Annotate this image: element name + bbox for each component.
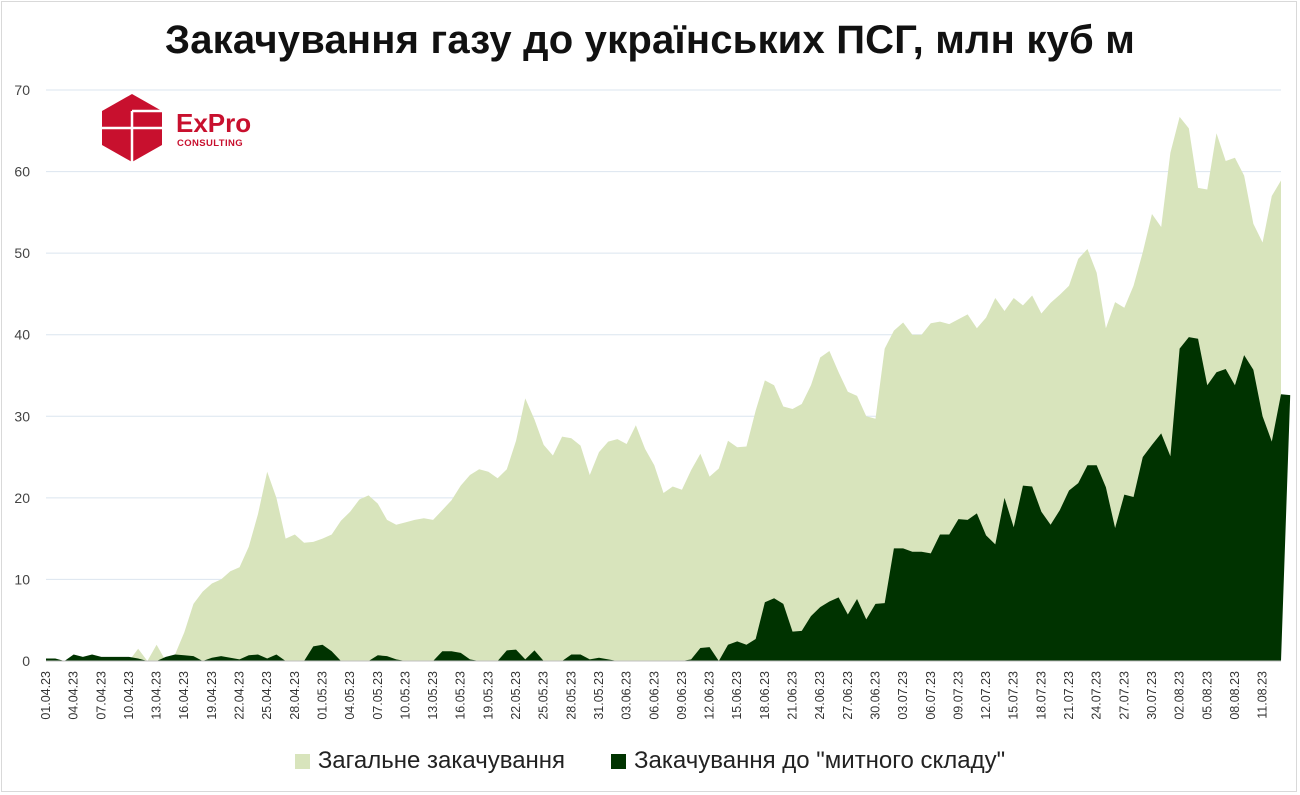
- x-tick-label: 12.07.23: [979, 671, 993, 720]
- logo-cube-icon: [102, 94, 162, 162]
- x-tick-label: 28.04.23: [288, 671, 302, 720]
- x-tick-label: 16.05.23: [454, 671, 468, 720]
- x-tick-label: 25.04.23: [260, 671, 274, 720]
- x-tick-label: 10.04.23: [122, 671, 136, 720]
- x-tick-label: 30.06.23: [869, 671, 883, 720]
- x-tick-label: 31.05.23: [592, 671, 606, 720]
- x-tick-label: 08.08.23: [1228, 671, 1242, 720]
- x-tick-label: 09.06.23: [675, 671, 689, 720]
- area-series-1: [46, 337, 1291, 661]
- series-areas: [46, 116, 1291, 662]
- x-tick-label: 07.04.23: [94, 671, 108, 720]
- x-tick-label: 07.05.23: [371, 671, 385, 720]
- x-tick-label: 13.04.23: [150, 671, 164, 720]
- x-tick-label: 01.04.23: [39, 671, 53, 720]
- x-tick-label: 09.07.23: [951, 671, 965, 720]
- x-tick-label: 19.05.23: [481, 671, 495, 720]
- x-tick-label: 27.06.23: [841, 671, 855, 720]
- x-tick-label: 05.08.23: [1200, 671, 1214, 720]
- x-tick-label: 19.04.23: [205, 671, 219, 720]
- legend-swatch-total: [294, 753, 310, 769]
- x-tick-label: 24.06.23: [813, 671, 827, 720]
- chart-title: Закачування газу до українських ПСГ, млн…: [164, 18, 1136, 62]
- x-tick-label: 04.04.23: [67, 671, 81, 720]
- legend-label-customs: Закачування до "митного складу": [634, 747, 1006, 774]
- x-tick-label: 21.07.23: [1062, 671, 1076, 720]
- x-tick-label: 06.06.23: [647, 671, 661, 720]
- y-tick-label: 30: [14, 408, 30, 424]
- x-tick-label: 10.05.23: [398, 671, 412, 720]
- legend-swatch-customs: [611, 753, 627, 769]
- x-tick-label: 04.05.23: [343, 671, 357, 720]
- y-tick-label: 60: [14, 164, 30, 180]
- x-tick-label: 27.07.23: [1117, 671, 1131, 720]
- x-tick-label: 30.07.23: [1145, 671, 1159, 720]
- x-tick-label: 03.06.23: [620, 671, 634, 720]
- x-tick-label: 13.05.23: [426, 671, 440, 720]
- y-tick-label: 20: [14, 490, 30, 506]
- legend-label-total: Загальне закачування: [317, 747, 566, 774]
- x-axis: 01.04.23 04.04.23 07.04.23 10.04.23 13.04.23…: [39, 671, 1270, 720]
- y-axis: 0 10 20 30 40 50 60 70: [14, 82, 30, 669]
- expro-logo: ExPro CONSULTING: [102, 94, 251, 162]
- x-tick-label: 02.08.23: [1173, 671, 1187, 720]
- x-tick-label: 22.05.23: [509, 671, 523, 720]
- x-tick-label: 15.07.23: [1007, 671, 1021, 720]
- x-tick-label: 22.04.23: [233, 671, 247, 720]
- y-tick-label: 10: [14, 571, 30, 587]
- y-tick-label: 0: [22, 653, 30, 669]
- x-tick-label: 11.08.23: [1256, 671, 1270, 719]
- x-tick-label: 21.06.23: [786, 671, 800, 720]
- x-tick-label: 28.05.23: [564, 671, 578, 720]
- x-tick-label: 15.06.23: [730, 671, 744, 720]
- x-tick-label: 12.06.23: [703, 671, 717, 720]
- legend-item-customs: Закачування до "митного складу": [611, 747, 1005, 775]
- x-tick-label: 03.07.23: [896, 671, 910, 720]
- x-tick-label: 16.04.23: [177, 671, 191, 720]
- x-tick-label: 01.05.23: [316, 671, 330, 720]
- logo-subtitle: CONSULTING: [177, 138, 243, 149]
- logo-word: ExPro: [176, 108, 251, 138]
- y-tick-label: 40: [14, 327, 30, 343]
- x-tick-label: 06.07.23: [924, 671, 938, 720]
- legend: Загальне закачування Закачування до "мит…: [0, 746, 1300, 776]
- legend-item-total: Загальне закачування: [294, 747, 566, 775]
- y-tick-label: 70: [14, 82, 30, 98]
- x-tick-label: 18.07.23: [1034, 671, 1048, 720]
- x-tick-label: 25.05.23: [537, 671, 551, 720]
- y-tick-label: 50: [14, 245, 30, 261]
- x-tick-label: 18.06.23: [758, 671, 772, 720]
- x-tick-label: 24.07.23: [1090, 671, 1104, 720]
